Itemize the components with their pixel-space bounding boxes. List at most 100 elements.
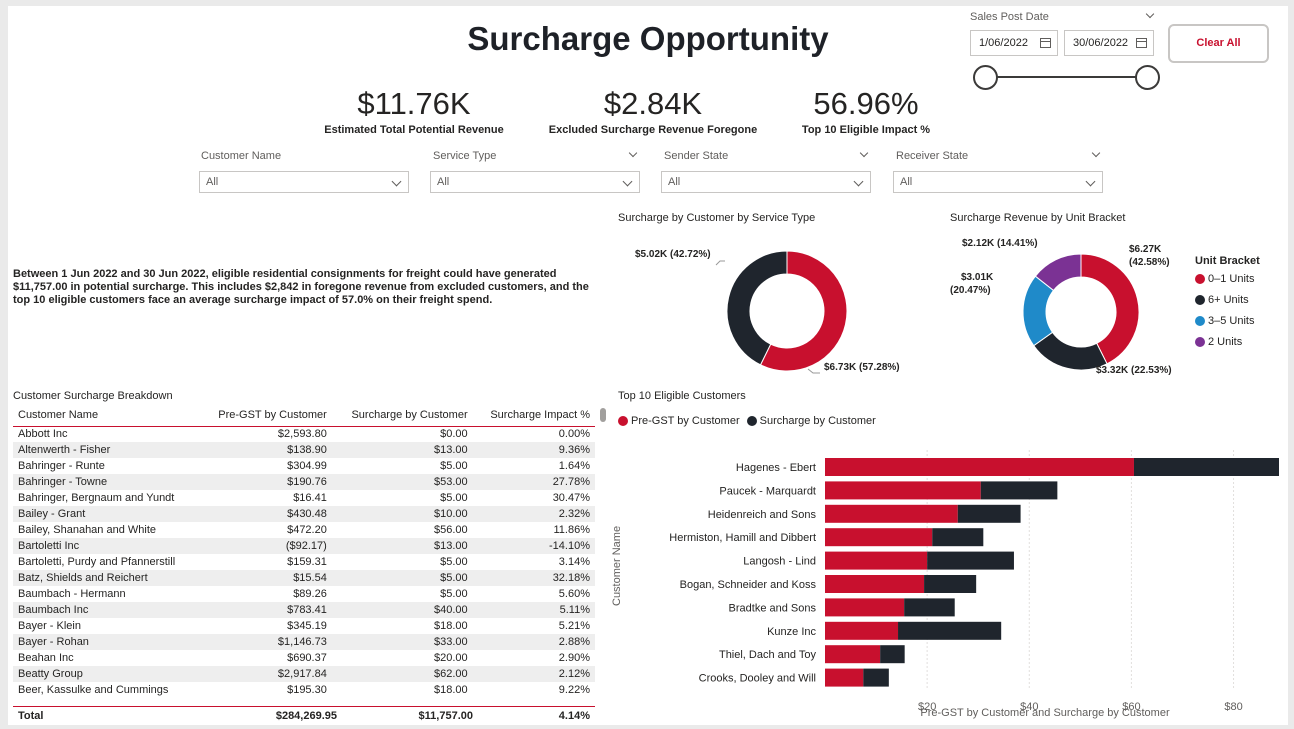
table-cell: Baumbach - Hermann: [18, 588, 126, 600]
table-scrollbar[interactable]: [600, 408, 606, 422]
donut-slice[interactable]: [1034, 253, 1082, 292]
column-header[interactable]: Surcharge Impact %: [490, 408, 590, 421]
table-row[interactable]: Baumbach - Hermann $89.26 $5.00 5.60%: [13, 586, 595, 602]
legend-label[interactable]: Pre-GST by Customer: [631, 415, 740, 427]
table-row[interactable]: Bartoletti Inc ($92.17) $13.00 -14.10%: [13, 538, 595, 554]
bar-pre-gst[interactable]: [825, 575, 925, 593]
bar-chart: $20 $40 $60 $80 Hagenes - Ebert Paucek - Marq…: [669, 450, 1279, 712]
bar-surcharge[interactable]: [1133, 458, 1279, 476]
sender-state-dropdown[interactable]: All: [661, 171, 871, 193]
bar-surcharge[interactable]: [898, 621, 1002, 640]
bar-surcharge[interactable]: [880, 645, 905, 664]
legend-item[interactable]: 2 Units: [1195, 336, 1260, 348]
y-category-label: Kunze Inc: [767, 626, 816, 638]
table-row[interactable]: Batz, Shields and Reichert $15.54 $5.00 32.…: [13, 570, 595, 586]
table-cell: 2.88%: [472, 634, 595, 650]
date-slider-track[interactable]: [986, 76, 1148, 78]
donut-slice[interactable]: [1080, 253, 1140, 365]
bar-pre-gst[interactable]: [825, 458, 1134, 476]
column-header[interactable]: Pre-GST by Customer: [218, 408, 327, 421]
donut1-label-dark: $5.02K (42.72%): [635, 249, 711, 260]
table-row[interactable]: Baumbach Inc $783.41 $40.00 5.11%: [13, 602, 595, 618]
table-cell: 5.21%: [558, 620, 590, 632]
customer-name-dropdown[interactable]: All: [199, 171, 409, 193]
bar-chart-title: Top 10 Eligible Customers: [618, 390, 746, 402]
date-slicer-chevron-icon[interactable]: [1145, 9, 1155, 19]
table-cell: Batz, Shields and Reichert: [13, 570, 200, 586]
dropdown-value: All: [668, 176, 681, 188]
table-cell: Beatty Group: [13, 666, 200, 682]
slicer-header-chevron-icon[interactable]: [628, 148, 638, 158]
table-row[interactable]: Beatty Group $2,917.84 $62.00 2.12%: [13, 666, 595, 682]
y-category-label: Thiel, Dach and Toy: [719, 649, 817, 661]
bar-surcharge[interactable]: [932, 528, 984, 547]
end-date-input[interactable]: 30/06/2022: [1064, 30, 1154, 56]
table-cell: 11.86%: [553, 524, 591, 536]
table-row[interactable]: Bailey, Shanahan and White $472.20 $56.00 1…: [13, 522, 595, 538]
bar-surcharge[interactable]: [980, 481, 1058, 500]
date-slider-start-handle[interactable]: [973, 65, 998, 90]
table-row[interactable]: Beahan Inc $690.37 $20.00 2.90%: [13, 650, 595, 666]
bar-pre-gst[interactable]: [825, 481, 981, 500]
bar-surcharge[interactable]: [957, 504, 1021, 523]
table-cell: Beer, Kassulke and Cummings: [18, 684, 169, 696]
bar-pre-gst[interactable]: [825, 621, 899, 640]
table-row[interactable]: Bartoletti, Purdy and Pfannerstill $159.3…: [13, 554, 595, 570]
service-type-dropdown[interactable]: All: [430, 171, 640, 193]
table-cell: Abbott Inc: [18, 428, 68, 441]
kpi-value: 56.96%: [813, 86, 919, 121]
bar-x-axis-title: Pre-GST by Customer and Surcharge by Cus…: [920, 707, 1170, 719]
donut-slice[interactable]: [759, 250, 848, 372]
date-slider-end-handle[interactable]: [1135, 65, 1160, 90]
calendar-icon[interactable]: [1040, 38, 1051, 48]
page-title: Surcharge Opportunity: [467, 20, 829, 57]
table-row[interactable]: Beer, Kassulke and Cummings $195.30 $18.00…: [13, 682, 595, 698]
bar-pre-gst[interactable]: [825, 668, 864, 687]
slicer-header-chevron-icon[interactable]: [1091, 148, 1101, 158]
table-cell: Bayer - Klein: [18, 620, 81, 632]
donut2-label-3-5: $3.01K: [961, 272, 994, 283]
legend-label: 0–1 Units: [1208, 273, 1255, 285]
table-cell: -14.10%: [472, 538, 595, 554]
clear-all-button[interactable]: Clear All: [1168, 24, 1269, 63]
start-date-value: 1/06/2022: [979, 37, 1028, 49]
bar-surcharge[interactable]: [924, 575, 977, 593]
legend-label[interactable]: Surcharge by Customer: [759, 415, 876, 427]
y-category-label: Bogan, Schneider and Koss: [680, 579, 817, 591]
bar-pre-gst[interactable]: [825, 528, 933, 547]
column-header[interactable]: Customer Name: [18, 408, 99, 421]
table-row[interactable]: Bahringer - Runte $304.99 $5.00 1.64%: [13, 458, 595, 474]
calendar-icon[interactable]: [1136, 38, 1147, 48]
bar-surcharge[interactable]: [927, 551, 1014, 570]
table-row[interactable]: Bayer - Klein $345.19 $18.00 5.21%: [13, 618, 595, 634]
bar-pre-gst[interactable]: [825, 504, 958, 523]
bar-pre-gst[interactable]: [825, 645, 881, 664]
table-row[interactable]: Bahringer, Bergnaum and Yundt $16.41 $5.00…: [13, 490, 595, 506]
table-cell: 27.78%: [472, 474, 595, 490]
donut-slice[interactable]: [726, 250, 788, 366]
table-cell: $40.00: [331, 602, 473, 618]
receiver-state-slicer-label: Receiver State: [896, 150, 969, 162]
table-row[interactable]: Bahringer - Towne $190.76 $53.00 27.78%: [13, 474, 595, 490]
table-cell: $62.00: [331, 666, 473, 682]
legend-item[interactable]: 6+ Units: [1195, 294, 1260, 306]
table-row[interactable]: Bailey - Grant $430.48 $10.00 2.32%: [13, 506, 595, 522]
table-cell: $13.00: [331, 538, 473, 554]
slicer-header-chevron-icon[interactable]: [859, 148, 869, 158]
table-row[interactable]: Abbott Inc $2,593.80 $0.00 0.00%: [13, 426, 595, 442]
legend-item[interactable]: 0–1 Units: [1195, 273, 1260, 285]
bar-surcharge[interactable]: [904, 598, 955, 617]
table-row[interactable]: Altenwerth - Fisher $138.90 $13.00 9.36%: [13, 442, 595, 458]
y-category-label: Heidenreich and Sons: [708, 509, 817, 521]
table-row[interactable]: Bayer - Rohan $1,146.73 $33.00 2.88%: [13, 634, 595, 650]
bar-surcharge[interactable]: [863, 668, 889, 687]
bar-pre-gst[interactable]: [825, 598, 905, 617]
chevron-down-icon: [853, 176, 864, 187]
start-date-input[interactable]: 1/06/2022: [970, 30, 1058, 56]
column-header[interactable]: Surcharge by Customer: [351, 408, 468, 421]
table-cell: $304.99: [287, 460, 327, 472]
legend-item[interactable]: 3–5 Units: [1195, 315, 1260, 327]
bar-pre-gst[interactable]: [825, 551, 928, 570]
legend-label: 2 Units: [1208, 336, 1243, 348]
receiver-state-dropdown[interactable]: All: [893, 171, 1103, 193]
